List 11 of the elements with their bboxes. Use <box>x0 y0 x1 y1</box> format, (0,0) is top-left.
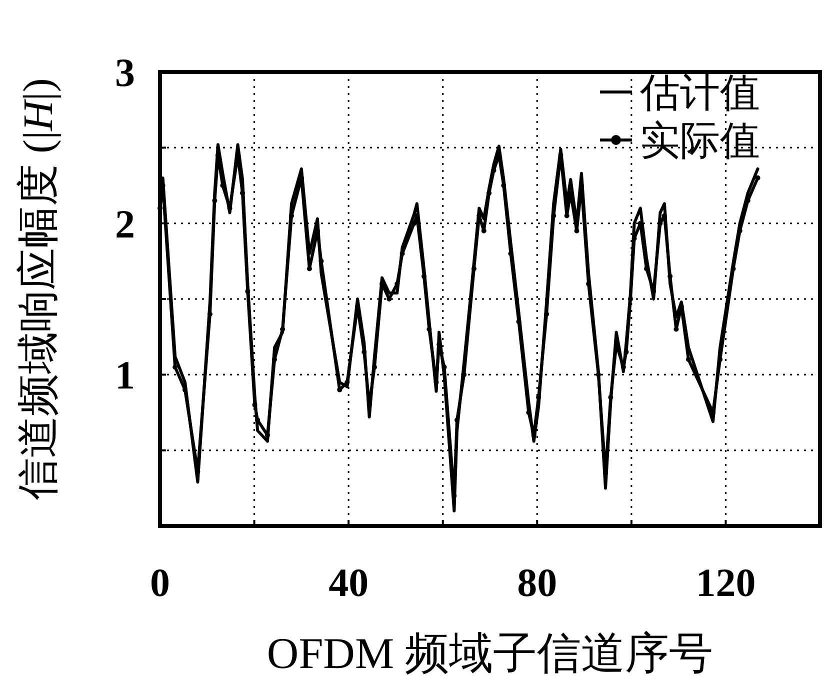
y-axis-title: 信道频域响应幅度 (|H|) <box>16 78 62 500</box>
x-tick-label: 0 <box>150 560 170 605</box>
y-tick-label: 1 <box>115 352 135 398</box>
y-tick-label: 2 <box>115 201 135 246</box>
x-axis-title: OFDM 频域子信道序号 <box>266 629 714 678</box>
legend-label: 估计值 <box>639 70 760 115</box>
legend-label: 实际值 <box>640 118 760 163</box>
x-tick-label: 40 <box>328 560 369 605</box>
y-tick-label: 3 <box>115 50 135 95</box>
x-tick-label: 120 <box>696 560 756 605</box>
x-tick-label: 80 <box>517 560 558 605</box>
